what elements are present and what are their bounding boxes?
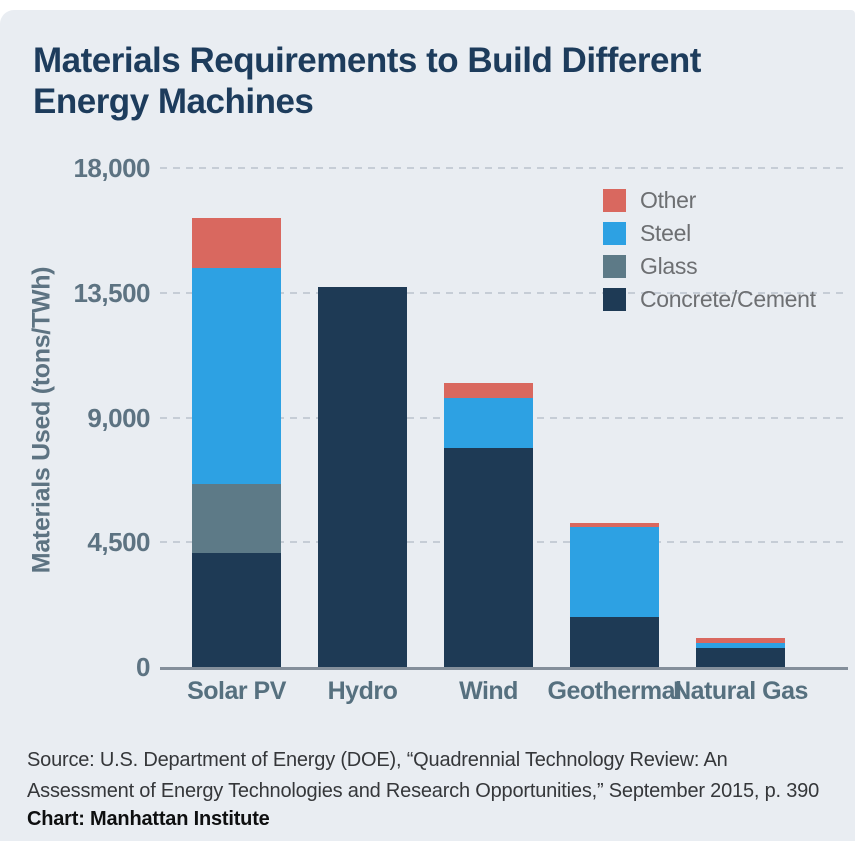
bar-geothermal-segment-steel [570,527,659,618]
legend-label-steel: Steel [640,220,691,246]
bar-solar-pv-segment-other [192,217,281,268]
source-attribution: Source: U.S. Department of Energy (DOE),… [27,745,837,807]
category-label-wind: Wind [459,677,518,705]
legend-label-other: Other [640,187,697,213]
ytick-label-4500: 4,500 [87,527,150,558]
ytick-label-0: 0 [136,652,150,682]
ytick-label-9000: 9,000 [87,402,150,433]
bar-geothermal-segment-other [570,522,659,527]
legend-item-other: Other [603,189,833,212]
source-line2: Assessment of Energy Technologies and Re… [27,780,819,802]
bar-wind-segment-concrete-cement [444,447,533,667]
chart-title-line2: Energy Machines [33,82,314,122]
source-line1: Source: U.S. Department of Energy (DOE),… [27,749,728,771]
ytick-label-18000: 18,000 [73,153,150,183]
category-label-solar-pv: Solar PV [187,677,286,705]
legend-swatch-glass [603,255,626,278]
legend-swatch-steel [603,222,626,245]
bar-natural-gas-segment-concrete-cement [696,647,785,667]
legend-item-steel: Steel [603,222,833,245]
ytick-label-13500: 13,500 [73,277,150,308]
bar-geothermal-segment-concrete-cement [570,617,659,667]
bar-natural-gas-segment-steel [696,643,785,648]
x-axis-line [160,667,848,670]
chart-credit: Chart: Manhattan Institute [27,808,270,830]
category-label-geothermal: Geothermal [547,677,682,705]
legend-item-concrete-cement: Concrete/Cement [603,288,833,311]
legend-swatch-other [603,189,626,212]
bar-wind-segment-other [444,382,533,399]
bar-natural-gas-segment-other [696,638,785,644]
category-label-hydro: Hydro [327,677,398,705]
bar-solar-pv-segment-glass [192,484,281,554]
chart-title: Materials Requirements to Build Differen… [33,40,823,123]
gridline-18000 [160,167,848,169]
gridline-13500 [160,291,848,294]
bar-solar-pv-segment-steel [192,267,281,485]
chart-title-line1: Materials Requirements to Build Differen… [33,41,701,80]
bar-wind-segment-steel [444,398,533,448]
category-label-natural-gas: Natural Gas [673,677,808,705]
bar-solar-pv-segment-concrete-cement [192,553,281,667]
legend-swatch-concrete-cement [603,288,626,311]
legend-item-glass: Glass [603,255,833,278]
legend-label-concrete-cement: Concrete/Cement [640,286,816,312]
legend-label-glass: Glass [640,253,698,279]
bar-hydro-segment-concrete-cement [318,287,407,667]
chart-panel-background [0,10,855,841]
